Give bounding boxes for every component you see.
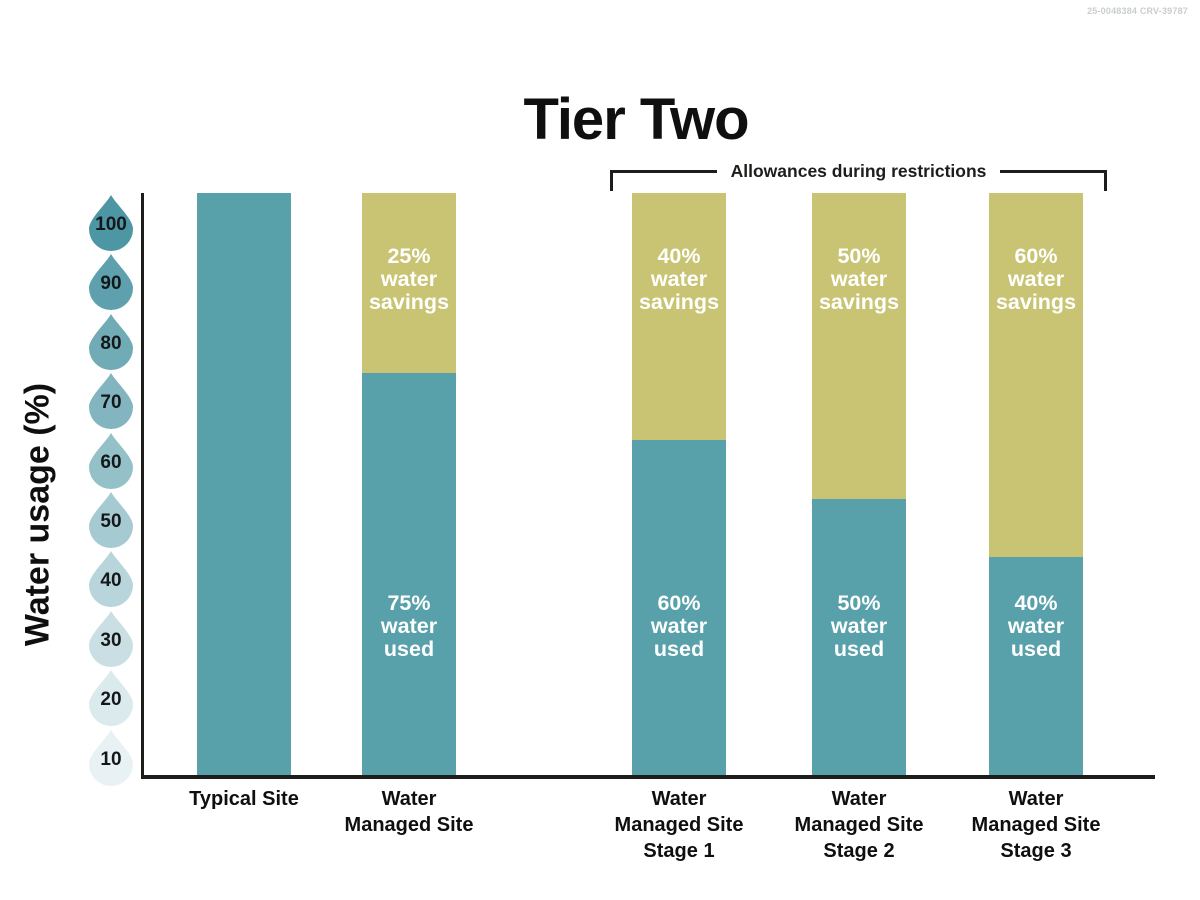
water-drop-icon	[89, 492, 133, 548]
y-axis-title: Water usage (%)	[18, 382, 57, 647]
bar-water-managed-site-stage-1: 40% water savings 60% water used	[632, 193, 726, 775]
restrictions-bracket: Allowances during restrictions	[610, 161, 1107, 191]
bar-typical-site	[197, 193, 291, 775]
droplet-tick-value: 70	[100, 392, 122, 414]
bar-used-label: 50% water used	[830, 591, 888, 661]
x-axis-label-water-managed-site-stage-1: Water Managed Site Stage 1	[614, 788, 744, 862]
bar-segment-water-used	[989, 557, 1083, 775]
bracket-left-tick	[610, 170, 613, 191]
water-drop-icon	[89, 610, 133, 667]
x-axis-label-water-managed-site: Water Managed Site	[344, 788, 474, 836]
water-drop-icon	[89, 254, 133, 311]
bar-used-label: 75% water used	[380, 591, 438, 661]
bracket-right-tick	[1104, 170, 1107, 191]
droplet-tick-value: 20	[100, 689, 122, 711]
bar-segment-water-used	[197, 193, 291, 775]
droplet-tick-100: 100	[87, 194, 135, 252]
droplet-tick-70: 70	[87, 372, 135, 430]
bar-segment-water-savings	[632, 193, 726, 440]
bar-water-managed-site: 25% water savings 75% water used	[362, 193, 456, 775]
bar-savings-label: 40% water savings	[638, 244, 720, 314]
bracket-right-line	[1000, 170, 1107, 173]
bracket-label: Allowances during restrictions	[730, 161, 987, 181]
water-drop-icon	[89, 373, 133, 430]
page-title: Tier Two	[523, 86, 749, 152]
water-drop-icon	[89, 670, 133, 727]
droplet-tick-60: 60	[87, 432, 135, 490]
water-drop-icon	[89, 551, 133, 608]
water-drop-icon	[89, 313, 133, 370]
x-axis-line	[141, 775, 1155, 779]
bar-used-label: 40% water used	[1007, 591, 1065, 661]
bar-water-managed-site-stage-3: 60% water savings 40% water used	[989, 193, 1083, 775]
bar-water-managed-site-stage-2: 50% water savings 50% water used	[812, 193, 906, 775]
bracket-left-line	[610, 170, 717, 173]
droplet-tick-30: 30	[87, 610, 135, 668]
droplet-tick-40: 40	[87, 550, 135, 608]
bar-used-label: 60% water used	[650, 591, 708, 661]
droplet-tick-value: 30	[100, 629, 122, 651]
x-axis-label-typical-site: Typical Site	[189, 788, 299, 810]
x-axis-label-water-managed-site-stage-3: Water Managed Site Stage 3	[971, 788, 1101, 862]
droplet-tick-value: 80	[100, 332, 122, 354]
x-axis-label-water-managed-site-stage-2: Water Managed Site Stage 2	[794, 788, 924, 862]
bar-segment-water-used	[632, 440, 726, 775]
bar-savings-label: 25% water savings	[368, 244, 450, 314]
bar-savings-label: 50% water savings	[818, 244, 900, 314]
y-axis-line	[141, 193, 144, 779]
water-drop-icon	[89, 432, 133, 489]
corner-code: 25-0048384 CRV-39787	[1087, 6, 1188, 16]
droplet-tick-value: 90	[100, 273, 122, 295]
water-drop-icon	[89, 195, 133, 251]
droplet-tick-80: 80	[87, 313, 135, 371]
bar-segment-water-used	[812, 499, 906, 775]
bar-segment-water-used	[362, 373, 456, 775]
droplet-tick-10: 10	[87, 729, 135, 787]
bar-savings-label: 60% water savings	[995, 244, 1077, 314]
bar-segment-water-savings	[362, 193, 456, 373]
water-drop-icon	[89, 729, 133, 786]
droplet-tick-90: 90	[87, 253, 135, 311]
bar-segment-water-savings	[989, 193, 1083, 557]
droplet-tick-value: 100	[95, 214, 127, 235]
droplet-tick-value: 10	[100, 748, 122, 770]
droplet-tick-value: 40	[100, 570, 122, 592]
droplet-tick-value: 60	[100, 451, 122, 473]
droplet-tick-20: 20	[87, 669, 135, 727]
droplet-tick-value: 50	[100, 511, 122, 532]
bar-segment-water-savings	[812, 193, 906, 499]
droplet-tick-50: 50	[87, 491, 135, 549]
